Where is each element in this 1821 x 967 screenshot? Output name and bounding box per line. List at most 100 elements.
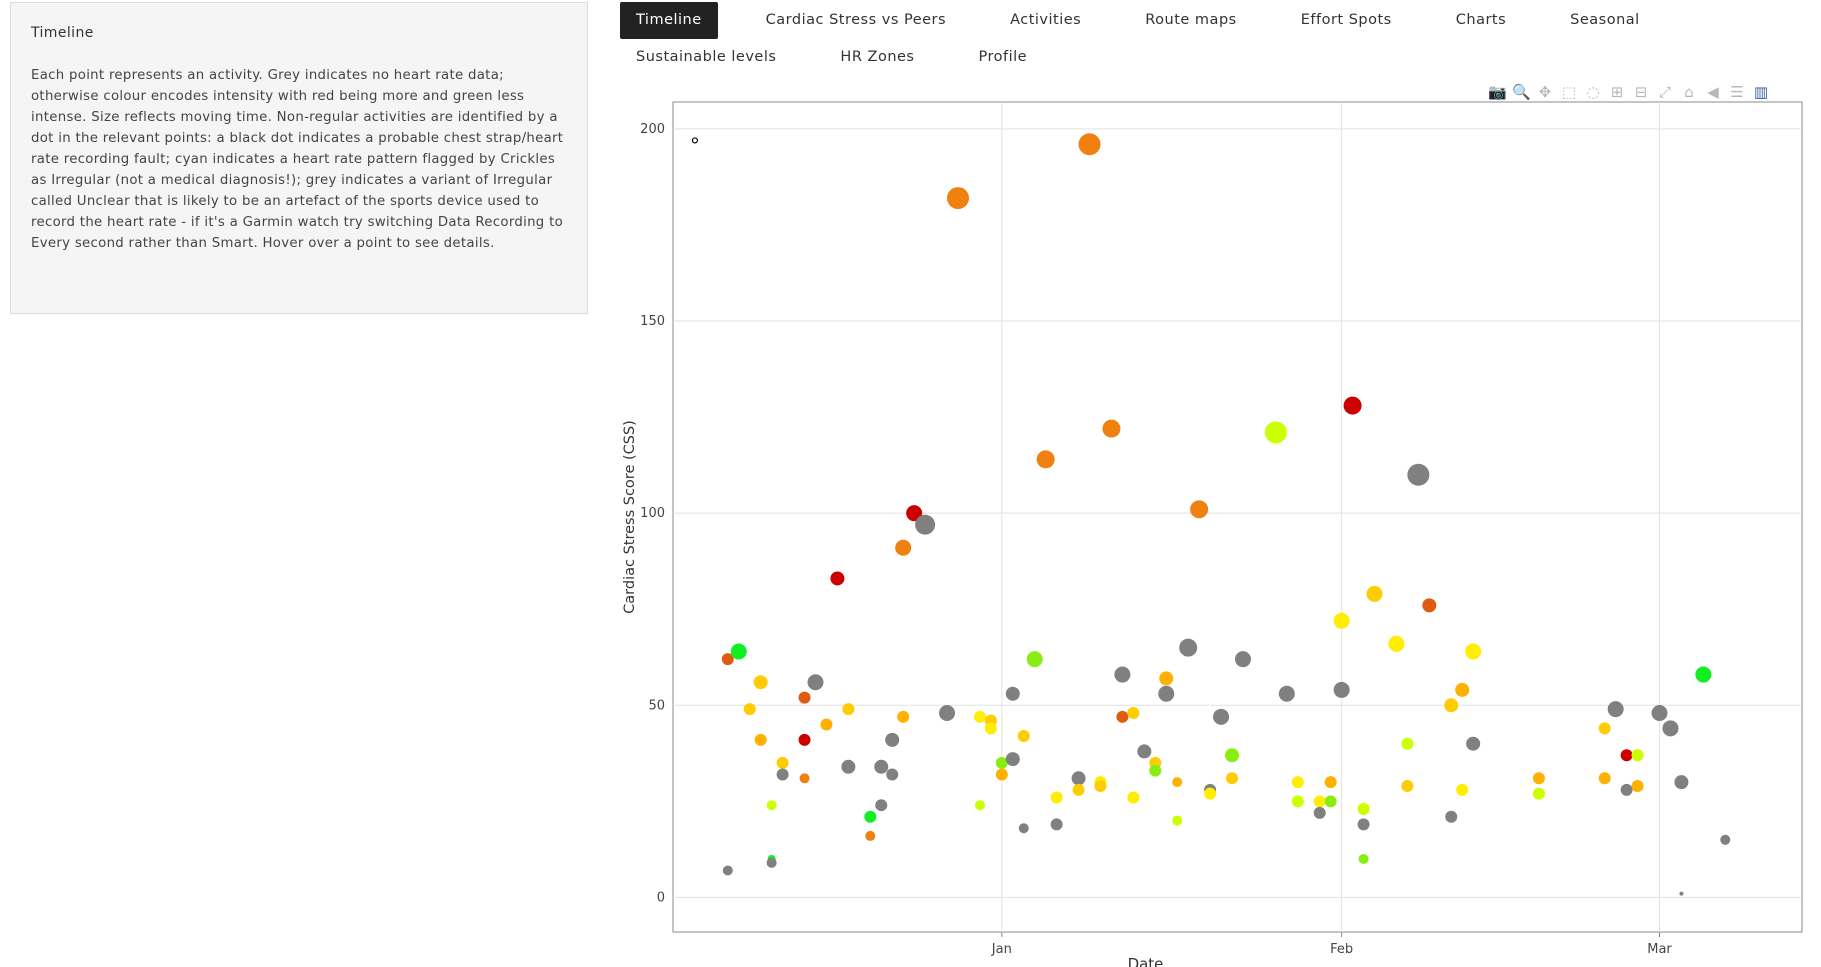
activity-point[interactable] — [1607, 701, 1624, 718]
activity-point[interactable] — [865, 830, 876, 841]
activity-point[interactable] — [691, 137, 699, 144]
activity-point[interactable] — [1078, 133, 1101, 156]
activity-point[interactable] — [1651, 704, 1668, 721]
activity-point[interactable] — [766, 800, 777, 811]
activity-point[interactable] — [1598, 772, 1611, 785]
activity-point[interactable] — [722, 865, 733, 876]
plotly-logo-icon[interactable]: ▥ — [1753, 83, 1769, 101]
activity-point[interactable] — [906, 505, 923, 522]
activity-point[interactable] — [1005, 686, 1020, 701]
activity-point[interactable] — [1213, 708, 1230, 725]
zoom-out-icon[interactable]: ⊟ — [1634, 83, 1648, 101]
activity-point[interactable] — [1445, 810, 1458, 823]
activity-point[interactable] — [1278, 685, 1295, 702]
activity-point[interactable] — [1401, 737, 1414, 750]
activity-point[interactable] — [807, 674, 824, 691]
activity-point[interactable] — [1679, 891, 1684, 896]
activity-point[interactable] — [875, 799, 888, 812]
activity-point[interactable] — [841, 759, 856, 774]
activity-point[interactable] — [1072, 783, 1085, 796]
activity-point[interactable] — [1204, 787, 1217, 800]
activity-point[interactable] — [1598, 722, 1611, 735]
activity-point[interactable] — [1388, 635, 1405, 652]
camera-icon[interactable]: 📷 — [1488, 83, 1507, 101]
zoom-in-icon[interactable]: ⊞ — [1610, 83, 1624, 101]
activity-point[interactable] — [1291, 795, 1304, 808]
activity-point[interactable] — [1422, 598, 1437, 613]
spike-lines-icon[interactable]: ◀ — [1707, 83, 1719, 101]
activity-point[interactable] — [1407, 463, 1430, 486]
activity-point[interactable] — [1620, 783, 1633, 796]
activity-point[interactable] — [995, 768, 1008, 781]
activity-point[interactable] — [1532, 787, 1545, 800]
activity-point[interactable] — [721, 653, 734, 666]
activity-point[interactable] — [1005, 752, 1020, 767]
activity-point[interactable] — [1357, 803, 1370, 816]
activity-point[interactable] — [1465, 643, 1482, 660]
activity-point[interactable] — [820, 718, 833, 731]
compare-data-icon[interactable]: ☰ — [1730, 83, 1744, 101]
activity-point[interactable] — [1149, 764, 1162, 777]
activity-point[interactable] — [730, 643, 747, 660]
activity-point[interactable] — [1159, 671, 1174, 686]
activity-point[interactable] — [798, 733, 811, 746]
activity-point[interactable] — [1094, 779, 1107, 792]
activity-point[interactable] — [799, 773, 810, 784]
activity-point[interactable] — [973, 710, 986, 723]
activity-point[interactable] — [1720, 834, 1731, 845]
activity-point[interactable] — [974, 800, 985, 811]
activity-point[interactable] — [1313, 806, 1326, 819]
activity-point[interactable] — [842, 703, 855, 716]
tab-cardiac-stress-vs-peers[interactable]: Cardiac Stress vs Peers — [765, 12, 947, 28]
activity-point[interactable] — [1137, 744, 1152, 759]
activity-point[interactable] — [1444, 698, 1459, 713]
activity-point[interactable] — [743, 703, 756, 716]
activity-point[interactable] — [1631, 779, 1644, 792]
activity-point[interactable] — [1114, 666, 1131, 683]
tab-profile[interactable]: Profile — [978, 49, 1028, 65]
pan-icon[interactable]: ✥ — [1538, 83, 1552, 101]
activity-point[interactable] — [939, 704, 956, 721]
activity-point[interactable] — [753, 675, 768, 690]
tab-hr-zones[interactable]: HR Zones — [840, 49, 915, 65]
activity-point[interactable] — [1366, 585, 1383, 602]
activity-point[interactable] — [1050, 818, 1063, 831]
zoom-icon[interactable]: 🔍 — [1512, 83, 1531, 101]
activity-point[interactable] — [1401, 779, 1414, 792]
activity-point[interactable] — [946, 187, 969, 210]
activity-point[interactable] — [1017, 730, 1030, 743]
activity-point[interactable] — [1333, 612, 1350, 629]
activity-point[interactable] — [1190, 500, 1209, 519]
tab-activities[interactable]: Activities — [1010, 12, 1082, 28]
activity-point[interactable] — [1343, 396, 1362, 415]
tab-sustainable-levels[interactable]: Sustainable levels — [636, 49, 777, 65]
activity-point[interactable] — [798, 691, 811, 704]
activity-point[interactable] — [1071, 771, 1086, 786]
activity-point[interactable] — [897, 710, 910, 723]
activity-point[interactable] — [885, 732, 900, 747]
activity-point[interactable] — [1116, 710, 1129, 723]
activity-point[interactable] — [1264, 421, 1287, 444]
reset-axes-icon[interactable]: ⌂ — [1684, 83, 1694, 101]
activity-point[interactable] — [1358, 853, 1369, 864]
activity-point[interactable] — [1674, 775, 1689, 790]
activity-point[interactable] — [1225, 748, 1240, 763]
tab-effort-spots[interactable]: Effort Spots — [1300, 12, 1392, 28]
activity-point[interactable] — [830, 571, 845, 586]
activity-point[interactable] — [864, 810, 877, 823]
activity-point[interactable] — [1532, 772, 1545, 785]
activity-point[interactable] — [1179, 638, 1198, 657]
activity-point[interactable] — [895, 539, 912, 556]
autoscale-icon[interactable]: ⤢ — [1658, 83, 1671, 101]
activity-point[interactable] — [1172, 815, 1183, 826]
activity-point[interactable] — [776, 768, 789, 781]
activity-point[interactable] — [1631, 749, 1644, 762]
activity-point[interactable] — [1102, 419, 1121, 438]
activity-point[interactable] — [874, 759, 889, 774]
lasso-select-icon[interactable]: ◌ — [1586, 83, 1600, 101]
activity-point[interactable] — [1313, 795, 1326, 808]
activity-point[interactable] — [1620, 749, 1633, 762]
box-select-icon[interactable]: ⬚ — [1561, 83, 1577, 101]
activity-point[interactable] — [1050, 791, 1063, 804]
